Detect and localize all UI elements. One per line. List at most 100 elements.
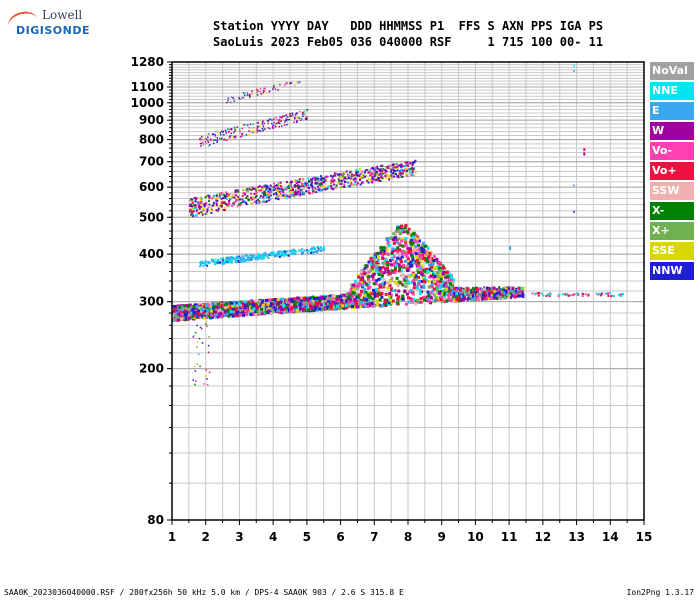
data-point: [245, 196, 248, 199]
data-point: [281, 253, 284, 256]
data-point: [234, 129, 237, 131]
data-point: [361, 175, 364, 178]
data-point: [514, 292, 517, 296]
data-point: [425, 295, 429, 299]
data-point: [339, 176, 342, 179]
data-point: [487, 296, 489, 300]
data-point: [272, 193, 275, 196]
data-point: [241, 195, 244, 198]
data-point: [209, 139, 212, 141]
data-point: [275, 254, 278, 257]
data-point: [379, 251, 383, 255]
data-point: [211, 258, 213, 261]
data-point: [401, 172, 404, 175]
data-point: [557, 295, 560, 298]
data-point: [422, 254, 426, 258]
data-point: [212, 133, 214, 135]
data-point: [216, 141, 218, 143]
data-point: [439, 298, 443, 301]
data-point: [290, 195, 293, 197]
data-point: [259, 88, 262, 90]
data-point: [288, 190, 291, 192]
data-point: [460, 294, 463, 298]
data-point: [216, 315, 220, 319]
data-point: [193, 334, 195, 337]
data-point: [190, 213, 193, 215]
data-point: [313, 297, 317, 300]
data-point: [219, 139, 221, 141]
data-point: [295, 309, 299, 313]
data-point: [209, 209, 212, 212]
data-point: [327, 187, 329, 190]
data-point: [256, 126, 259, 128]
data-point: [271, 186, 274, 189]
data-point: [341, 306, 345, 309]
data-point: [206, 210, 209, 213]
data-point: [278, 194, 281, 197]
data-point: [364, 295, 368, 299]
data-point: [396, 297, 399, 301]
data-point: [260, 300, 264, 304]
data-point: [231, 304, 235, 308]
data-point: [311, 181, 313, 184]
data-point: [225, 203, 227, 205]
data-point: [417, 300, 421, 304]
data-point: [272, 124, 275, 126]
data-point: [357, 284, 361, 287]
data-point: [204, 140, 207, 143]
data-point: [393, 175, 396, 178]
data-point: [261, 187, 264, 190]
data-point: [243, 124, 246, 126]
data-point: [306, 183, 309, 186]
data-point: [488, 290, 490, 294]
data-point: [371, 278, 375, 281]
data-point: [272, 251, 275, 254]
data-point: [214, 258, 217, 261]
data-point: [222, 131, 224, 133]
data-point: [261, 253, 264, 256]
data-point: [291, 112, 293, 114]
data-point: [399, 281, 403, 285]
data-point: [427, 255, 431, 259]
data-point: [229, 136, 231, 138]
data-point: [224, 209, 226, 212]
data-point: [400, 163, 403, 166]
data-point: [263, 303, 267, 307]
data-point: [296, 193, 299, 196]
data-point: [354, 180, 357, 183]
data-point: [302, 115, 304, 117]
data-point: [360, 298, 364, 302]
data-point: [408, 171, 411, 174]
data-point: [358, 175, 361, 178]
data-point: [211, 260, 214, 262]
data-point: [195, 304, 199, 308]
data-point: [314, 176, 317, 179]
data-point: [297, 117, 300, 119]
data-point: [349, 290, 353, 294]
data-point: [261, 121, 264, 123]
data-point: [315, 249, 318, 252]
data-point: [285, 82, 287, 85]
data-point: [231, 128, 233, 130]
data-point: [369, 258, 373, 262]
data-point: [564, 292, 567, 295]
data-point: [406, 175, 409, 178]
data-point: [322, 188, 325, 190]
data-point: [187, 316, 191, 320]
data-point: [263, 87, 265, 90]
data-point: [223, 310, 227, 314]
data-point: [430, 283, 434, 287]
data-point: [397, 176, 400, 179]
data-point: [374, 282, 378, 286]
data-point: [212, 305, 216, 309]
data-point: [259, 194, 262, 197]
data-point: [227, 312, 231, 316]
data-point: [286, 254, 289, 257]
data-point: [367, 275, 371, 279]
data-point: [318, 248, 321, 251]
data-point: [355, 174, 358, 177]
data-point: [566, 293, 569, 296]
data-point: [421, 257, 425, 260]
data-point: [406, 247, 410, 251]
data-point: [243, 97, 245, 99]
